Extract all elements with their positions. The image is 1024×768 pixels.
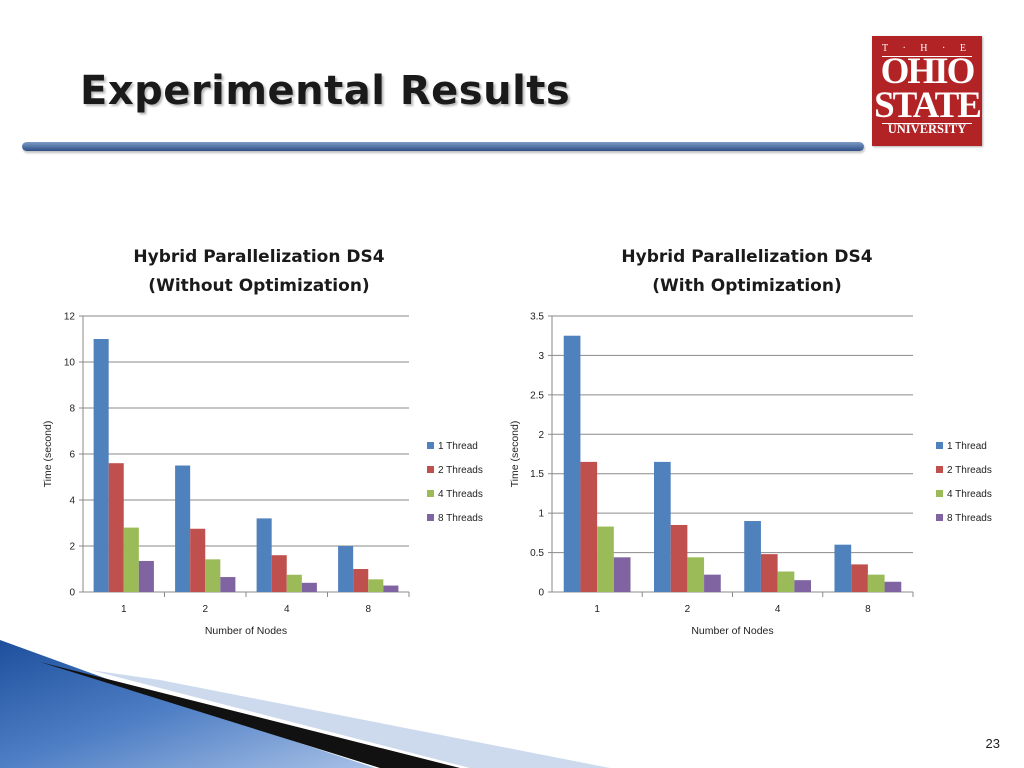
bar-8-threads-nodes-1 [138,560,154,592]
legend-swatch [427,490,434,497]
logo-line-university: UNIVERSITY [887,122,967,136]
x-tick-label: 1 [594,604,600,615]
legend-entry: 1 Thread [947,441,987,452]
legend-entry: 1 Thread [438,441,478,452]
bar-2-threads-nodes-2 [670,524,688,592]
x-tick-label: 2 [202,604,208,615]
legend-entry: 8 Threads [947,513,992,524]
bar-8-threads-nodes-8 [884,581,902,592]
bar-8-threads-nodes-4 [301,582,317,592]
chart-title-line: (With Optimization) [652,276,841,296]
legend-swatch [936,442,943,449]
bar-2-threads-nodes-4 [760,554,778,592]
bar-2-threads-nodes-1 [580,461,598,592]
x-tick-label: 4 [775,604,781,615]
x-tick-label: 8 [365,604,371,615]
x-axis-label: Number of Nodes [205,625,287,637]
y-tick-label: 6 [69,450,75,461]
legend-swatch [427,442,434,449]
y-tick-label: 0.5 [530,548,544,559]
logo-rule-top [882,56,972,57]
y-tick-label: 10 [64,358,76,369]
bar-2-threads-nodes-4 [271,555,287,592]
legend-entry: 2 Threads [438,465,483,476]
bar-4-threads-nodes-4 [777,571,795,592]
chart-without-optimization: Hybrid Parallelization DS4 (Without Optim… [42,247,483,637]
bar-1-thread-nodes-1 [563,335,581,592]
y-tick-label: 2 [69,542,75,553]
chart-title-line: Hybrid Parallelization DS4 [621,247,872,267]
x-axis-label: Number of Nodes [691,625,773,637]
x-tick-label: 4 [284,604,290,615]
bar-1-thread-nodes-2 [175,465,191,592]
legend-swatch [427,466,434,473]
y-tick-label: 4 [69,496,75,507]
slide-title: Experimental Results [80,68,571,114]
bar-4-threads-nodes-1 [123,527,139,592]
chart-title-line: Hybrid Parallelization DS4 [133,247,384,267]
bar-1-thread-nodes-4 [744,521,761,592]
legend-entry: 2 Threads [947,465,992,476]
bar-4-threads-nodes-2 [205,559,221,592]
y-tick-label: 0 [69,588,75,599]
bar-2-threads-nodes-8 [851,564,868,592]
bar-2-threads-nodes-1 [108,463,124,592]
y-tick-label: 2.5 [530,390,544,401]
bottom-swoosh-decoration [0,640,610,768]
y-tick-label: 0 [538,588,544,599]
bar-1-thread-nodes-2 [653,461,671,592]
bar-4-threads-nodes-8 [867,574,885,592]
bar-4-threads-nodes-4 [286,574,302,592]
y-tick-label: 8 [69,404,75,415]
bar-8-threads-nodes-2 [220,577,236,592]
bar-1-thread-nodes-8 [338,546,354,592]
page-number: 23 [985,736,1000,751]
x-tick-label: 2 [685,604,691,615]
bar-1-thread-nodes-4 [256,518,272,592]
bar-1-thread-nodes-1 [93,339,109,592]
y-tick-label: 2 [538,430,544,441]
y-tick-label: 3 [538,351,544,362]
y-axis-label: Time (second) [509,421,521,488]
ohio-state-logo: T · H · E OHIO STATE UNIVERSITY [872,36,982,146]
y-tick-label: 1 [538,509,544,520]
logo-line-the: T · H · E [882,43,972,54]
chart-title-line: (Without Optimization) [148,276,369,296]
legend-entry: 8 Threads [438,513,483,524]
legend-entry: 4 Threads [438,489,483,500]
chart-with-optimization: Hybrid Parallelization DS4 (With Optimiza… [509,247,992,637]
bar-2-threads-nodes-8 [353,569,369,592]
bar-4-threads-nodes-8 [368,579,384,592]
logo-line-state: STATE [874,85,982,126]
logo-line-ohio: OHIO [880,51,976,92]
x-tick-label: 8 [865,604,871,615]
bar-1-thread-nodes-8 [834,544,852,592]
legend-swatch [936,466,943,473]
y-tick-label: 12 [64,312,76,323]
bar-8-threads-nodes-4 [794,580,812,592]
y-tick-label: 3.5 [530,312,544,323]
legend-swatch [936,490,943,497]
bar-4-threads-nodes-1 [597,526,614,592]
y-axis-label: Time (second) [42,421,54,488]
legend-entry: 4 Threads [947,489,992,500]
legend-swatch [936,514,943,521]
title-underline-bar [22,142,864,151]
bar-8-threads-nodes-1 [613,557,631,592]
bar-8-threads-nodes-2 [704,574,721,592]
y-tick-label: 1.5 [530,469,544,480]
bar-8-threads-nodes-8 [383,585,399,592]
bar-4-threads-nodes-2 [687,557,705,592]
x-tick-label: 1 [121,604,127,615]
legend-swatch [427,514,434,521]
logo-rule-bottom [882,123,972,124]
bar-2-threads-nodes-2 [190,528,206,592]
